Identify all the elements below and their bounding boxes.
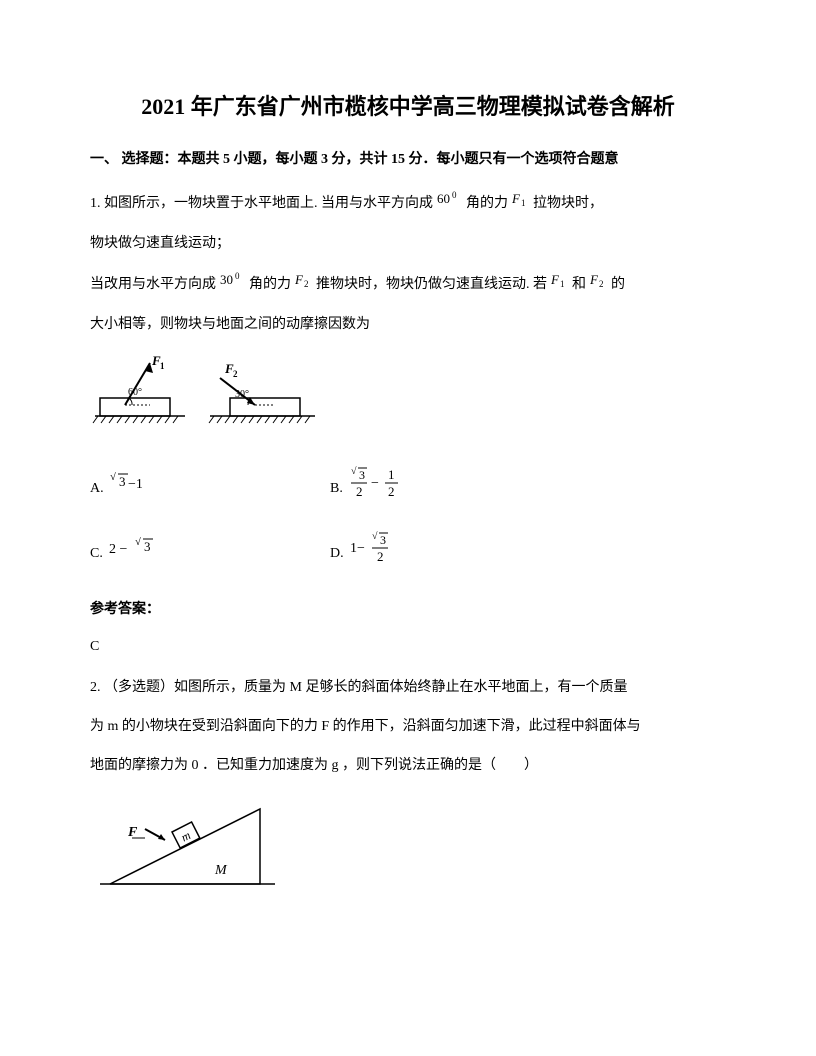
q2-diagram: m F M <box>90 794 726 903</box>
svg-text:60°: 60° <box>128 387 142 398</box>
svg-text:F: F <box>590 272 599 287</box>
svg-text:30: 30 <box>220 272 233 287</box>
svg-text:1: 1 <box>160 361 165 371</box>
svg-text:3: 3 <box>119 474 126 489</box>
q1-f1: F1 <box>512 190 530 217</box>
q1-options-row2: C. 2 − √ 3 D. 1− √ 3 2 <box>90 531 726 576</box>
q1-l3-c: 推物块时，物块仍做匀速直线运动. 若 <box>316 276 547 291</box>
question-2: 2. （多选题）如图所示，质量为 M 足够长的斜面体始终静止在水平地面上，有一个… <box>90 675 726 904</box>
svg-text:30°: 30° <box>235 389 249 400</box>
question-1: 1. 如图所示，一物块置于水平地面上. 当用与水平方向成 600 角的力 F1 … <box>90 190 726 659</box>
q1-text-line4: 大小相等，则物块与地面之间的动摩擦因数为 <box>90 312 726 337</box>
q1-l3-d: 和 <box>572 276 586 291</box>
q1-l3-a: 当改用与水平方向成 <box>90 276 216 291</box>
q1-answer: C <box>90 634 726 659</box>
svg-text:1−: 1− <box>350 541 365 556</box>
q1-opt-c-label: C. <box>90 541 103 566</box>
svg-text:60: 60 <box>437 191 450 206</box>
q1-option-b: B. √ 3 2 − 1 2 <box>330 466 409 511</box>
q1-l1-b: 角的力 <box>466 196 508 211</box>
q1-text-line2: 物块做匀速直线运动； <box>90 231 726 256</box>
q1-diagram: F 1 60° F 2 30° <box>90 353 726 442</box>
q1-l3-b: 角的力 <box>249 276 291 291</box>
q1-physics-diagram: F 1 60° F 2 30° <box>90 353 330 433</box>
q2-incline-diagram: m F M <box>90 794 290 894</box>
q1-f2b: F2 <box>590 271 608 298</box>
svg-text:F: F <box>295 272 304 287</box>
svg-text:√: √ <box>135 537 142 548</box>
q1-opt-d-formula: 1− √ 3 2 <box>350 531 395 576</box>
q1-text-line1: 1. 如图所示，一物块置于水平地面上. 当用与水平方向成 600 角的力 F1 … <box>90 190 726 217</box>
svg-text:2: 2 <box>388 484 395 499</box>
q1-l1-a: 1. 如图所示，一物块置于水平地面上. 当用与水平方向成 <box>90 196 433 211</box>
q1-opt-b-formula: √ 3 2 − 1 2 <box>349 466 409 511</box>
svg-text:3: 3 <box>380 533 386 547</box>
svg-text:0: 0 <box>452 190 457 200</box>
svg-text:2: 2 <box>233 369 238 379</box>
svg-text:√: √ <box>110 472 117 483</box>
q1-opt-a-label: A. <box>90 476 104 501</box>
q1-opt-d-label: D. <box>330 541 344 566</box>
svg-text:F: F <box>551 272 560 287</box>
svg-text:F: F <box>512 191 521 206</box>
q1-opt-c-formula: 2 − √ 3 <box>109 537 159 570</box>
q1-angle2: 300 <box>220 271 246 298</box>
q1-opt-a-formula: √ 3 −1 <box>110 472 160 505</box>
q1-l1-c: 拉物块时， <box>533 196 603 211</box>
svg-text:−: − <box>371 476 379 491</box>
svg-text:−1: −1 <box>128 477 143 492</box>
svg-text:1: 1 <box>560 279 565 289</box>
q2-line2: 为 m 的小物块在受到沿斜面向下的力 F 的作用下，沿斜面匀加速下滑，此过程中斜… <box>90 714 726 739</box>
q2-line3: 地面的摩擦力为 0 ．已知重力加速度为 g ，则下列说法正确的是（ ） <box>90 753 726 778</box>
svg-text:√: √ <box>372 531 378 542</box>
svg-text:3: 3 <box>144 539 151 554</box>
svg-text:2: 2 <box>304 279 309 289</box>
q1-f2: F2 <box>295 271 313 298</box>
q1-options-row1: A. √ 3 −1 B. √ 3 2 − 1 <box>90 466 726 511</box>
q2-line1: 2. （多选题）如图所示，质量为 M 足够长的斜面体始终静止在水平地面上，有一个… <box>90 675 726 700</box>
svg-text:2: 2 <box>356 484 363 499</box>
q1-f1b: F1 <box>551 271 569 298</box>
svg-text:2 −: 2 − <box>109 542 128 557</box>
q1-answer-label: 参考答案： <box>90 597 726 622</box>
svg-text:M: M <box>214 863 228 878</box>
svg-text:2: 2 <box>599 279 604 289</box>
q1-opt-b-label: B. <box>330 476 343 501</box>
svg-text:0: 0 <box>235 271 240 281</box>
svg-text:3: 3 <box>359 468 365 482</box>
svg-text:1: 1 <box>388 467 395 482</box>
page-title: 2021 年广东省广州市榄核中学高三物理模拟试卷含解析 <box>90 90 726 123</box>
q1-option-c: C. 2 − √ 3 <box>90 531 330 576</box>
svg-text:√: √ <box>351 466 357 477</box>
section-header: 一、 选择题：本题共 5 小题，每小题 3 分，共计 15 分．每小题只有一个选… <box>90 147 726 172</box>
q1-l3-e: 的 <box>611 276 625 291</box>
svg-text:1: 1 <box>521 198 526 208</box>
q1-option-a: A. √ 3 −1 <box>90 466 330 511</box>
q1-text-line3: 当改用与水平方向成 300 角的力 F2 推物块时，物块仍做匀速直线运动. 若 … <box>90 271 726 298</box>
q1-angle1: 600 <box>437 190 463 217</box>
svg-text:2: 2 <box>377 549 384 564</box>
q1-option-d: D. 1− √ 3 2 <box>330 531 395 576</box>
